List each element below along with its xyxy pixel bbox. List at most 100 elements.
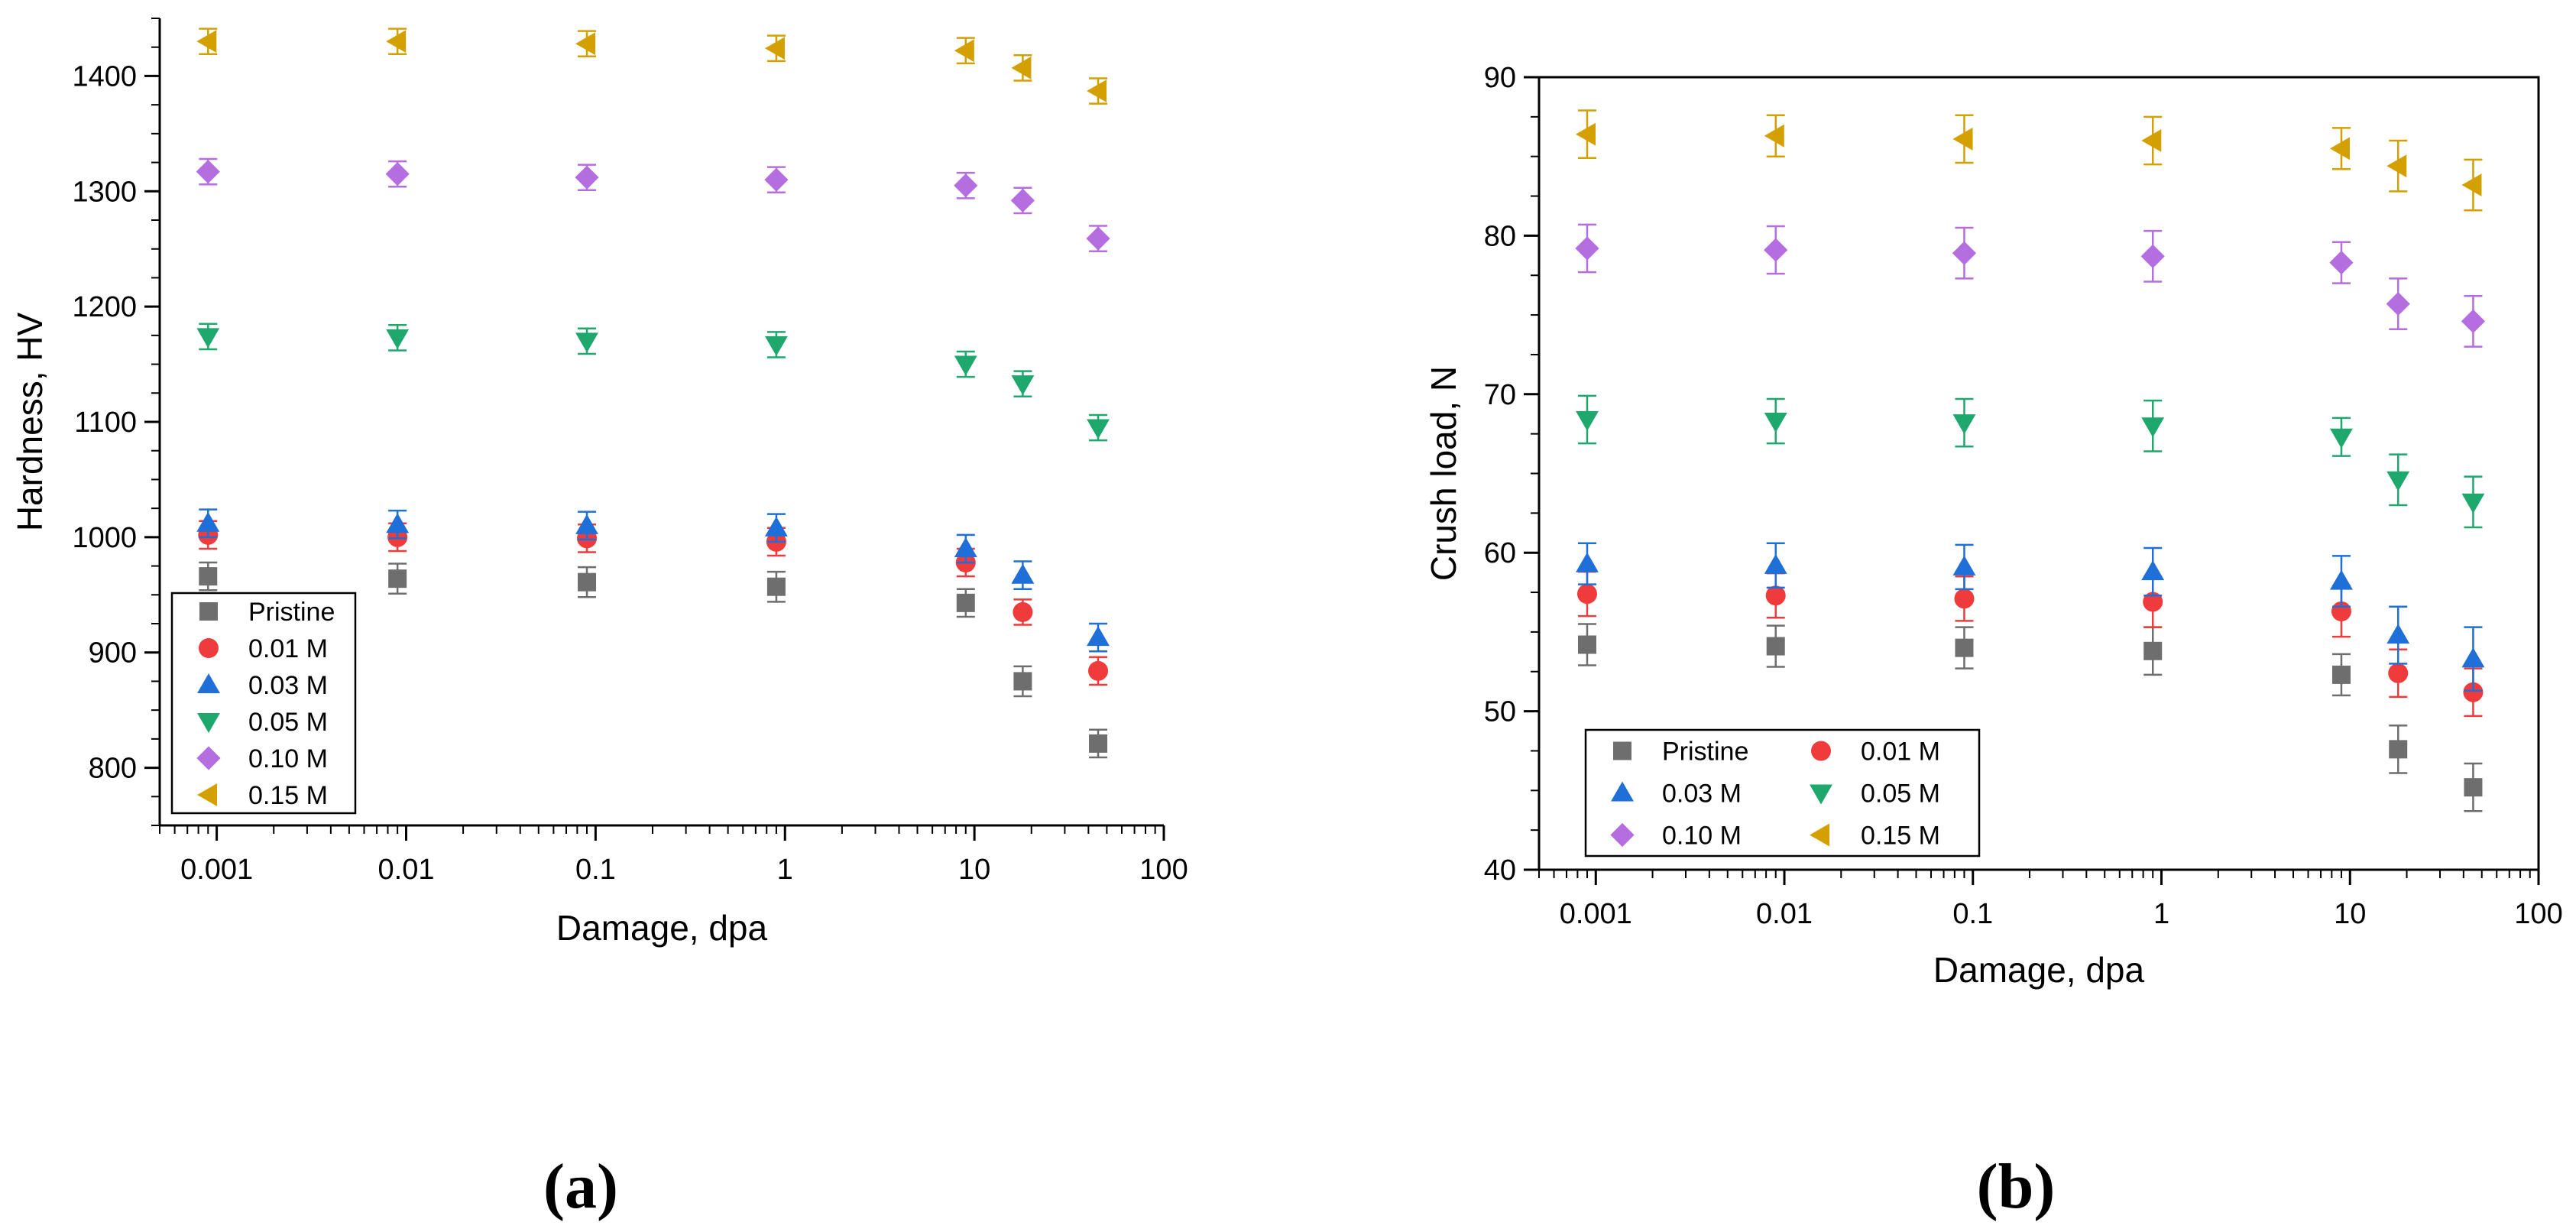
data-point (2461, 173, 2482, 196)
data-point (1577, 635, 1596, 654)
panel-a-x-tick-label: 100 (1139, 854, 1188, 886)
panel-b-series-0.03m (1576, 542, 2485, 692)
data-point (1086, 226, 1110, 251)
data-point (954, 173, 978, 198)
data-point (2141, 417, 2165, 438)
legend-marker (197, 712, 220, 733)
legend-label: 0.15 M (1861, 822, 1940, 851)
panel-a-x-tick-label: 0.1 (575, 854, 616, 886)
legend-box (170, 592, 357, 815)
data-point (1013, 672, 1032, 691)
data-point (764, 336, 788, 356)
panel-b-y-tick-label: 50 (1484, 696, 1516, 728)
panel-b-x-tick-label: 10 (2334, 898, 2366, 930)
panel-a-y-tick-label: 1100 (74, 407, 137, 439)
legend-marker (196, 746, 221, 770)
data-point (575, 332, 598, 353)
panel-a-hardness-chart: 0.001 0.01 0.1 1 10 100 800 900 1000 1100 1200 1300… (10, 18, 1188, 1222)
data-point (386, 30, 407, 53)
panel-b-legend: Pristine 0.01 M 0.03 M 0.05 M 0.10 M 0.15 M (1584, 728, 1981, 858)
data-point (385, 162, 410, 186)
legend-label: 0.01 M (248, 634, 328, 663)
data-point (199, 567, 218, 586)
data-point (2143, 592, 2163, 612)
data-point (764, 516, 788, 537)
panel-a-series-0.15m (196, 28, 1108, 105)
panel-b-label: (b) (1977, 1151, 2056, 1222)
data-point (2461, 647, 2485, 668)
data-point (1952, 241, 1977, 265)
data-point (196, 160, 220, 184)
legend-marker (1810, 784, 1832, 805)
data-point (1764, 124, 1784, 148)
panel-b-crush-load-chart: 0.001 0.01 0.1 1 10 100 40 50 60 70 80 90 Damage, dp… (1424, 62, 2563, 1222)
legend-label: 0.10 M (248, 744, 328, 773)
data-point (2329, 251, 2354, 275)
legend-marker (197, 783, 218, 806)
data-point (764, 167, 789, 192)
data-point (386, 329, 410, 349)
data-point (2331, 665, 2351, 684)
panel-b-x-axis-label: Damage, dpa (1933, 950, 2145, 990)
panel-b-series-0.15m (1576, 109, 2483, 212)
legend-label: 0.01 M (1861, 738, 1940, 767)
panel-b-y-tick-label: 80 (1484, 220, 1516, 252)
data-point (575, 165, 599, 190)
panel-b-y-tick-label: 60 (1484, 537, 1516, 569)
panel-b-y-tick-label: 70 (1484, 379, 1516, 411)
data-point (954, 355, 977, 376)
data-point (1011, 563, 1035, 584)
legend-label: Pristine (248, 598, 335, 627)
panel-a-series-0.03m (196, 508, 1110, 653)
data-point (1087, 79, 1107, 102)
data-point (1087, 419, 1110, 439)
data-point (1954, 588, 1975, 609)
data-point (2141, 560, 2165, 581)
data-point (1087, 626, 1110, 647)
data-point (1576, 552, 1599, 572)
panel-b-y-tick-label: 90 (1484, 62, 1516, 94)
panel-a-series-pristine (199, 561, 1108, 759)
panel-b-y-axis-label: Crush load, N (1424, 366, 1463, 581)
panel-b-series-0.05m (1576, 394, 2485, 529)
data-point (1575, 236, 1599, 261)
panel-a-x-tick-label: 10 (958, 854, 990, 886)
data-point (956, 593, 975, 612)
panel-a-legend: Pristine 0.01 M 0.03 M 0.05 M 0.10 M 0.15 M (170, 592, 357, 815)
legend-label: Pristine (1662, 738, 1748, 767)
legend-label: 0.03 M (248, 671, 328, 700)
panel-b-y-tick-label: 40 (1484, 854, 1516, 887)
data-point (196, 30, 217, 53)
legend-marker (197, 673, 220, 694)
data-point (1013, 601, 1033, 622)
data-point (1011, 375, 1035, 396)
panel-b-x-tick-label: 0.001 (1560, 898, 1632, 930)
legend-marker (199, 602, 218, 621)
panel-a-x-tick-label: 1 (777, 854, 793, 886)
data-point (766, 577, 786, 596)
data-point (2463, 682, 2484, 702)
data-point (1089, 734, 1108, 753)
legend-marker (1613, 741, 1631, 760)
data-point (1766, 637, 1785, 656)
panel-a-y-tick-label: 1300 (72, 176, 137, 208)
legend-marker (199, 638, 219, 658)
legend-marker (1611, 781, 1634, 802)
panel-a-series-0.10m (196, 157, 1110, 252)
legend-label: 0.05 M (248, 708, 328, 737)
panel-b-series-0.01m (1576, 570, 2484, 718)
panel-a-series-0.05m (196, 323, 1110, 442)
panel-a-y-tick-label: 1200 (72, 291, 137, 323)
data-point (1010, 188, 1035, 212)
data-point (578, 572, 597, 592)
legend-marker (1811, 741, 1831, 761)
panel-a-x-tick-label: 0.01 (378, 854, 435, 886)
data-point (575, 32, 596, 56)
data-point (2140, 244, 2165, 268)
data-point (2461, 493, 2485, 514)
panel-a-label: (a) (543, 1151, 618, 1222)
data-point (1955, 638, 1974, 657)
panel-a-y-tick-label: 1400 (72, 60, 137, 92)
data-point (2389, 740, 2408, 759)
